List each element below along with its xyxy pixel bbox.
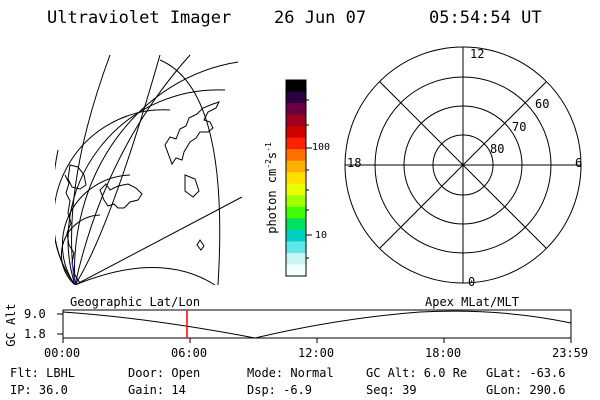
strip-y-min: 1.8 [24,327,46,341]
lat-label-60: 60 [535,97,550,111]
colorbar-tick-10: 10 [315,230,328,241]
colorbar-segment [286,149,306,162]
mlt-label-12: 12 [470,47,485,61]
altitude-strip-chart [57,309,572,343]
strip-left-label: Geographic Lat/Lon [70,295,201,309]
colorbar-segment [286,183,306,196]
colorbar-segment [286,195,306,208]
map-grid-line [55,149,76,285]
strip-y-max: 9.0 [24,307,46,321]
coastline [196,239,205,251]
map-grid-line [74,267,216,285]
status-gc-alt: GC Alt: 6.0 Re [366,366,468,380]
colorbar-segment [286,229,306,242]
colorbar-segment [286,137,306,150]
satellite-track [71,261,76,286]
date-label: 26 Jun 07 [274,8,367,28]
mlt-label-18: 18 [347,156,362,170]
colorbar-segment [286,103,306,116]
status-glon: GLon: 290.6 [486,383,566,397]
colorbar-segment [286,264,306,277]
colorbar-frame [285,79,307,277]
polar-plot [344,46,582,284]
coastline [164,101,220,166]
coastline [184,174,200,198]
coastline [99,183,143,209]
map-grid-line [74,196,243,285]
map-grid-line [74,54,161,285]
strip-xtick-label: 12:00 [298,346,335,360]
colorbar-tick-100: 100 [312,142,331,153]
map-grid-line [159,59,221,285]
map-grid-line [71,54,111,285]
strip-xtick-label: 00:00 [44,346,81,360]
strip-xtick-label: 18:00 [425,346,462,360]
colorbar-unit-label: photon cm-2s-1 [264,142,279,234]
altitude-curve [62,310,572,339]
status-filter: Flt: LBHL [10,366,76,380]
status-glat: GLat: -63.6 [486,366,566,380]
strip-xtick-label: 06:00 [171,346,208,360]
map-grid-line [55,109,171,285]
colorbar-segment [286,206,306,219]
status-door: Door: Open [128,366,201,380]
map-grid-line [74,61,239,285]
geographic-map [55,54,243,286]
time-label: 05:54:54 UT [429,8,542,28]
colorbar-segment [286,91,306,104]
status-mode: Mode: Normal [247,366,334,380]
coastline [67,164,87,190]
colorbar-segment [286,241,306,254]
status-seq: Seq: 39 [366,383,417,397]
strip-right-label: Apex MLat/MLT [425,295,519,309]
mlt-line-diagonal [379,81,547,249]
lat-label-80: 80 [490,142,505,156]
strip-frame [62,309,572,339]
status-dsp: Dsp: -6.9 [247,383,313,397]
strip-xticks [62,338,572,343]
map-grid-line [67,89,226,285]
colorbar-segment [286,160,306,173]
mlt-label-0: 0 [468,275,476,289]
color-bar [285,79,312,277]
colorbar-segment [286,126,306,139]
colorbar-segment [286,252,306,265]
map-grid-line [74,54,191,285]
colorbar-segment [286,80,306,93]
lat-label-70: 70 [512,120,527,134]
status-gain: Gain: 14 [128,383,186,397]
colorbar-segment [286,172,306,185]
map-grid-line [60,214,101,285]
mlt-label-6: 6 [575,156,583,170]
colorbar-segment [286,114,306,127]
status-ip: IP: 36.0 [10,383,68,397]
colorbar-segment [286,218,306,231]
strip-y-axis-label: GC Alt [4,303,18,347]
instrument-title: Ultraviolet Imager [47,8,232,28]
strip-xtick-label: 23:59 [552,346,589,360]
